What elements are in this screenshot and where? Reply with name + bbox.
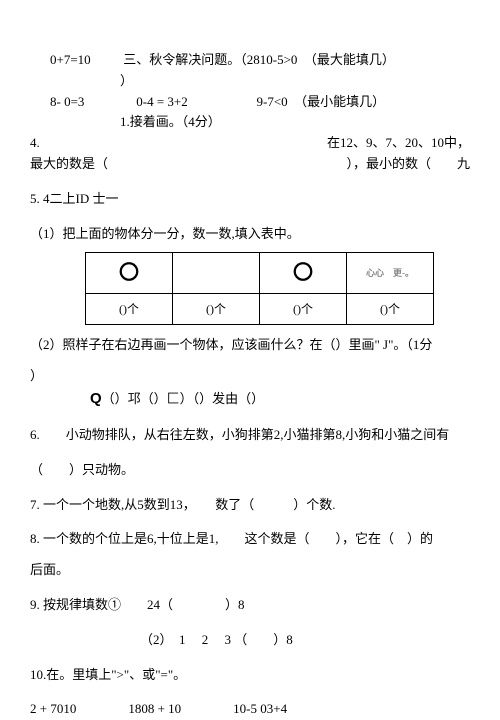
q5-sub1: （1）把上面的物体分一分，数一数,填入表中。: [30, 224, 470, 245]
q9-line2: （2） 1 2 3 （ ）8: [140, 630, 470, 651]
section-title: 三、秋令解决问题。（28: [123, 52, 260, 67]
q10-line1: 10.在。里填上">"、或"="。: [30, 665, 470, 686]
q5-paren: ）: [30, 366, 470, 387]
q7: 7. 一个一个地数,从5数到13， 数了（ ）个数.: [30, 495, 470, 516]
cell-circle-1: 〇: [86, 253, 173, 294]
eq-3: 8- 0=3: [50, 92, 120, 113]
close-paren-1: ）: [120, 71, 470, 92]
q5-sub2: （2）照样子在右边再画一个物体，应该画什么？在（）里画" J"。（1分: [30, 335, 470, 356]
cell-faint: 心心 更-。: [347, 253, 434, 294]
cell-empty-1: [173, 253, 260, 294]
count-1: ()个: [86, 294, 173, 325]
eq-5: 9-7<0 （最小能填几）: [257, 94, 386, 109]
eq-1: 0+7=10: [50, 50, 120, 71]
q4-line2: 最大的数是（ ），最小的数（ 九: [30, 154, 470, 175]
count-2: ()个: [173, 294, 260, 325]
q4-line1: 4. 在12、9、7、20、10中，: [30, 133, 470, 154]
row-2: 8- 0=3 0-4 = 3+2 9-7<0 （最小能填几）: [30, 92, 470, 113]
q4-right2: ），最小的数（ 九: [346, 154, 470, 175]
q6-line2: （ ）只动物。: [30, 460, 470, 481]
eq-4: 0-4 = 3+2: [123, 92, 253, 113]
q4-label: 4.: [30, 133, 40, 154]
count-4: ()个: [347, 294, 434, 325]
q8-line1: 8. 一个数的个位上是6,十位上是1, 这个数是（ ），它在（ ）的: [30, 529, 470, 550]
cell-circle-2: 〇: [260, 253, 347, 294]
shape-table: 〇 〇 心心 更-。 ()个 ()个 ()个 ()个: [85, 252, 434, 325]
q5-title: 5. 4二上ID 士一: [30, 189, 470, 210]
eq-2: 10-5>0 （最大能填几）: [260, 52, 395, 67]
q6-line1: 6. 小动物排队，从右往左数，小狗排第2,小猫排第8,小狗和小猫之间有: [30, 425, 470, 446]
top-block: 0+7=10 三、秋令解决问题。（2810-5>0 （最大能填几）: [30, 50, 470, 71]
q4-right: 在12、9、7、20、10中，: [327, 133, 470, 154]
q8-line2: 后面。: [30, 560, 470, 581]
q4-left: 最大的数是（: [30, 154, 108, 175]
count-3: ()个: [260, 294, 347, 325]
q10-line2: 2 + 7010 1808 + 10 10-5 03+4: [30, 699, 470, 720]
q5-shapes: QQ（）邛（）匚）（）发由（）（）邛（）匚）（）发由（）: [90, 387, 470, 411]
q9-line1: 9. 按规律填数① 24（ ）8: [30, 595, 470, 616]
sub-1: 1.接着画。（4分）: [120, 112, 470, 133]
